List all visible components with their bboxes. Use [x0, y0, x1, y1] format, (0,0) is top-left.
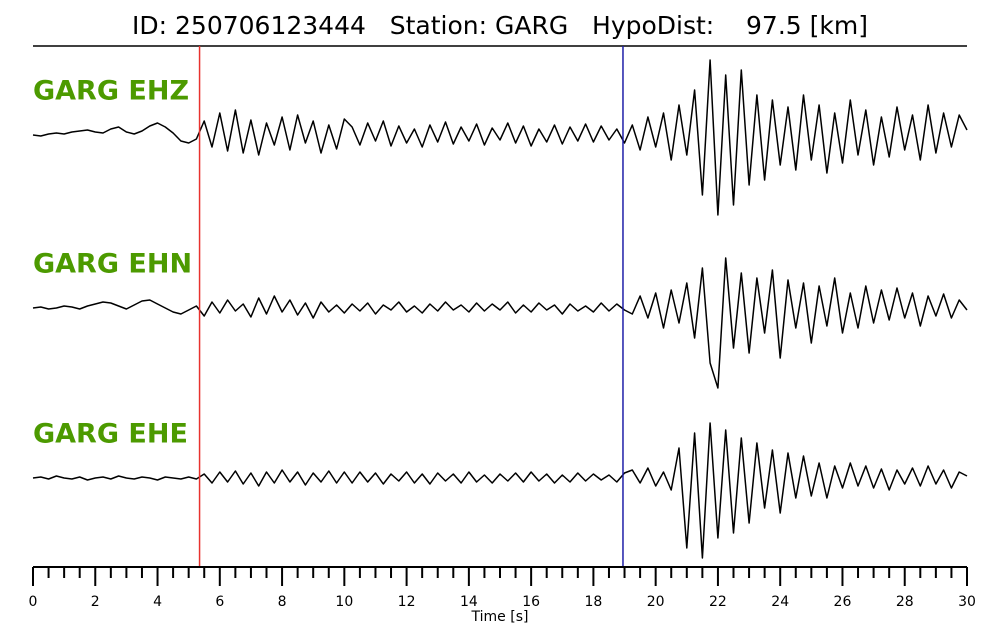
x-tick-label: 22: [709, 594, 727, 610]
x-tick-label: 0: [29, 594, 38, 610]
x-tick-label: 4: [153, 594, 162, 610]
x-tick-label: 30: [958, 594, 976, 610]
x-tick-label: 28: [896, 594, 914, 610]
x-axis-label: Time [s]: [471, 609, 529, 625]
x-tick-label: 16: [522, 594, 540, 610]
x-tick-label: 10: [335, 594, 353, 610]
waveform: [32, 257, 968, 389]
x-tick-label: 2: [91, 594, 100, 610]
chart-title: ID: 250706123444 Station: GARG HypoDist:…: [132, 11, 868, 40]
x-tick-label: 12: [398, 594, 416, 610]
x-tick-label: 26: [834, 594, 852, 610]
trace-label: GARG EHZ: [33, 76, 189, 107]
x-tick-label: 14: [460, 594, 478, 610]
x-tick-label: 6: [215, 594, 224, 610]
x-tick-label: 8: [278, 594, 287, 610]
trace-label: GARG EHE: [33, 419, 188, 450]
x-tick-label: 24: [771, 594, 789, 610]
waveform: [32, 422, 968, 559]
trace-label: GARG EHN: [33, 249, 192, 280]
waveform: [32, 59, 968, 216]
x-tick-label: 18: [584, 594, 602, 610]
x-tick-label: 20: [647, 594, 665, 610]
